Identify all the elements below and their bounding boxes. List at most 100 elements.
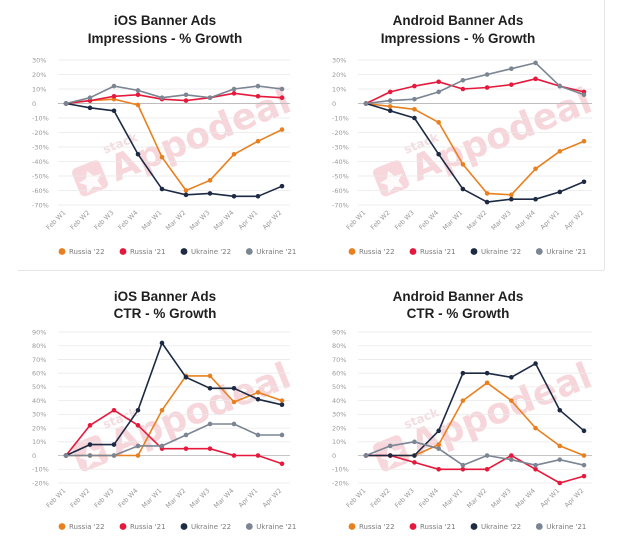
chart-0-ytick-label: -50% xyxy=(32,172,49,180)
chart-3-series-3-point xyxy=(412,439,417,445)
chart-0-xtick-label: Feb W1 xyxy=(45,209,68,232)
chart-3-series-2-point xyxy=(412,453,417,458)
chart-ios-ctr: iOS Banner Ads CTR - % Growth stackAppodea… xyxy=(32,289,297,531)
chart-0-xtick-label: Mar W4 xyxy=(212,209,235,232)
chart-3-title-line1: Android Banner Ads xyxy=(393,289,524,304)
chart-0-series-2-point xyxy=(135,151,141,157)
chart-1-series-2-point xyxy=(484,199,490,205)
chart-3-legend-marker-0 xyxy=(348,523,356,530)
chart-1-series-line-2 xyxy=(365,102,585,203)
chart-2-series-0-point xyxy=(279,398,285,403)
chart-0-xtick-label: Feb W2 xyxy=(69,209,92,232)
chart-0-legend-marker-3 xyxy=(245,248,253,255)
chart-1-series-2-point xyxy=(412,115,417,121)
chart-2-legend-marker-1 xyxy=(119,523,127,530)
chart-2-series-2-point xyxy=(135,407,141,413)
chart-2-series-1-point xyxy=(183,446,189,451)
chart-1-series-1-point xyxy=(460,86,466,92)
chart-0-series-2-point xyxy=(255,194,261,199)
chart-2-legend-label-2: Ukraine '22 xyxy=(191,523,231,531)
chart-0-ytick-label: -70% xyxy=(32,201,49,209)
chart-2-ytick-label: 90% xyxy=(32,328,46,336)
chart-1-legend-label-0: Russia '22 xyxy=(359,248,395,256)
chart-2-series-0-point xyxy=(135,453,141,458)
chart-1-ytick-label: -40% xyxy=(332,158,349,166)
chart-3-series-3-point xyxy=(484,453,490,458)
chart-3-legend-label-1: Russia '21 xyxy=(420,523,456,531)
chart-3-series-1-point xyxy=(436,466,441,472)
chart-2-xtick-label: Feb W3 xyxy=(93,487,116,510)
chart-2-legend-marker-0 xyxy=(58,523,66,530)
chart-0-xtick-label: Mar W1 xyxy=(140,209,163,232)
chart-3-series-2-point xyxy=(509,375,514,380)
chart-1-series-2-point xyxy=(460,186,466,192)
chart-2-series-2-point xyxy=(231,385,237,391)
chart-1-xtick-label: Feb W2 xyxy=(369,209,392,232)
chart-3-ytick-label: 70% xyxy=(332,356,346,364)
chart-0-legend-marker-1 xyxy=(119,248,127,255)
chart-1-xtick-label: Feb W3 xyxy=(393,209,416,232)
chart-0-watermark-star-icon xyxy=(78,170,103,194)
chart-1-series-2-point xyxy=(533,196,538,202)
chart-1-xtick-label: Mar W1 xyxy=(441,209,464,232)
chart-2-series-3-point xyxy=(111,453,117,458)
chart-3-legend-label-2: Ukraine '22 xyxy=(481,523,521,531)
chart-3-series-2-point xyxy=(460,370,466,376)
chart-0-xtick-label: Feb W4 xyxy=(117,209,140,232)
chart-0-ytick-label: -40% xyxy=(32,158,49,166)
chart-3-series-line-2 xyxy=(366,362,585,457)
chart-2-xtick-label: Mar W4 xyxy=(212,487,235,510)
chart-3-series-3-point xyxy=(436,446,441,451)
chart-3-series-2-point xyxy=(581,428,587,434)
chart-0-ytick-label: -10% xyxy=(32,114,49,122)
chart-3-series-0-point xyxy=(436,442,441,447)
chart-3-series-2-point xyxy=(533,361,538,366)
chart-2-ytick-label: 60% xyxy=(32,369,46,377)
chart-0-ytick-label: 10% xyxy=(32,85,46,93)
chart-2-ytick-label: 50% xyxy=(32,383,46,391)
chart-0-xtick-label: Mar W2 xyxy=(164,209,187,232)
chart-3-ytick-label: 40% xyxy=(332,397,346,405)
chart-1-series-1-point xyxy=(533,76,538,82)
chart-0-series-3-point xyxy=(87,95,93,100)
chart-0-ytick-label: -30% xyxy=(32,143,49,151)
chart-0-series-0-point xyxy=(231,151,237,157)
chart-2-ytick-label: 0 xyxy=(32,452,36,460)
chart-2-series-3-point xyxy=(231,421,237,427)
chart-1-series-line-1 xyxy=(365,78,585,105)
chart-2-xtick-label: Feb W1 xyxy=(45,487,68,510)
chart-2-xtick-label: Feb W4 xyxy=(117,487,140,510)
chart-0-series-3-point xyxy=(159,95,165,100)
chart-2-series-2-point xyxy=(183,375,189,380)
chart-1-series-line-3 xyxy=(365,62,585,105)
chart-0-series-2-point xyxy=(183,192,189,198)
chart-3-ytick-label: 20% xyxy=(332,424,346,432)
chart-1-series-2-point xyxy=(581,179,587,185)
chart-3-ytick-label: 0 xyxy=(332,452,336,460)
chart-2-ytick-label: 30% xyxy=(32,411,46,419)
chart-2-xtick-label: Feb W2 xyxy=(69,487,92,510)
chart-2-ytick-label: 80% xyxy=(32,342,46,350)
chart-0-ytick-label: -60% xyxy=(32,187,49,195)
chart-1-series-1-point xyxy=(412,83,417,89)
chart-0-ytick-label: -20% xyxy=(32,129,49,137)
chart-3-title-line2: CTR - % Growth xyxy=(407,306,510,321)
chart-3-ytick-label: -20% xyxy=(332,479,349,487)
chart-1-series-0-point xyxy=(484,191,490,196)
chart-2-legend-label-3: Ukraine '21 xyxy=(256,523,296,531)
chart-2-xtick-label: Apr W1 xyxy=(237,487,260,510)
chart-1-series-3-point xyxy=(387,98,393,103)
chart-2-series-3-point xyxy=(159,443,165,449)
chart-0-series-line-3 xyxy=(65,85,283,105)
chart-2-series-1-point xyxy=(87,423,93,428)
chart-0-series-2-point xyxy=(207,191,213,196)
chart-3-ytick-label: 80% xyxy=(332,342,346,350)
chart-2-series-3-point xyxy=(135,443,141,449)
chart-0-xtick-label: Feb W3 xyxy=(93,209,116,232)
chart-2-series-1-point xyxy=(135,423,141,428)
chart-3-legend-label-3: Ukraine '21 xyxy=(546,523,586,531)
chart-3-xtick-label: Feb W3 xyxy=(393,487,416,510)
chart-0-series-1-point xyxy=(183,98,189,103)
chart-1-series-line-0 xyxy=(365,102,585,196)
chart-3-series-0-point xyxy=(581,453,587,458)
